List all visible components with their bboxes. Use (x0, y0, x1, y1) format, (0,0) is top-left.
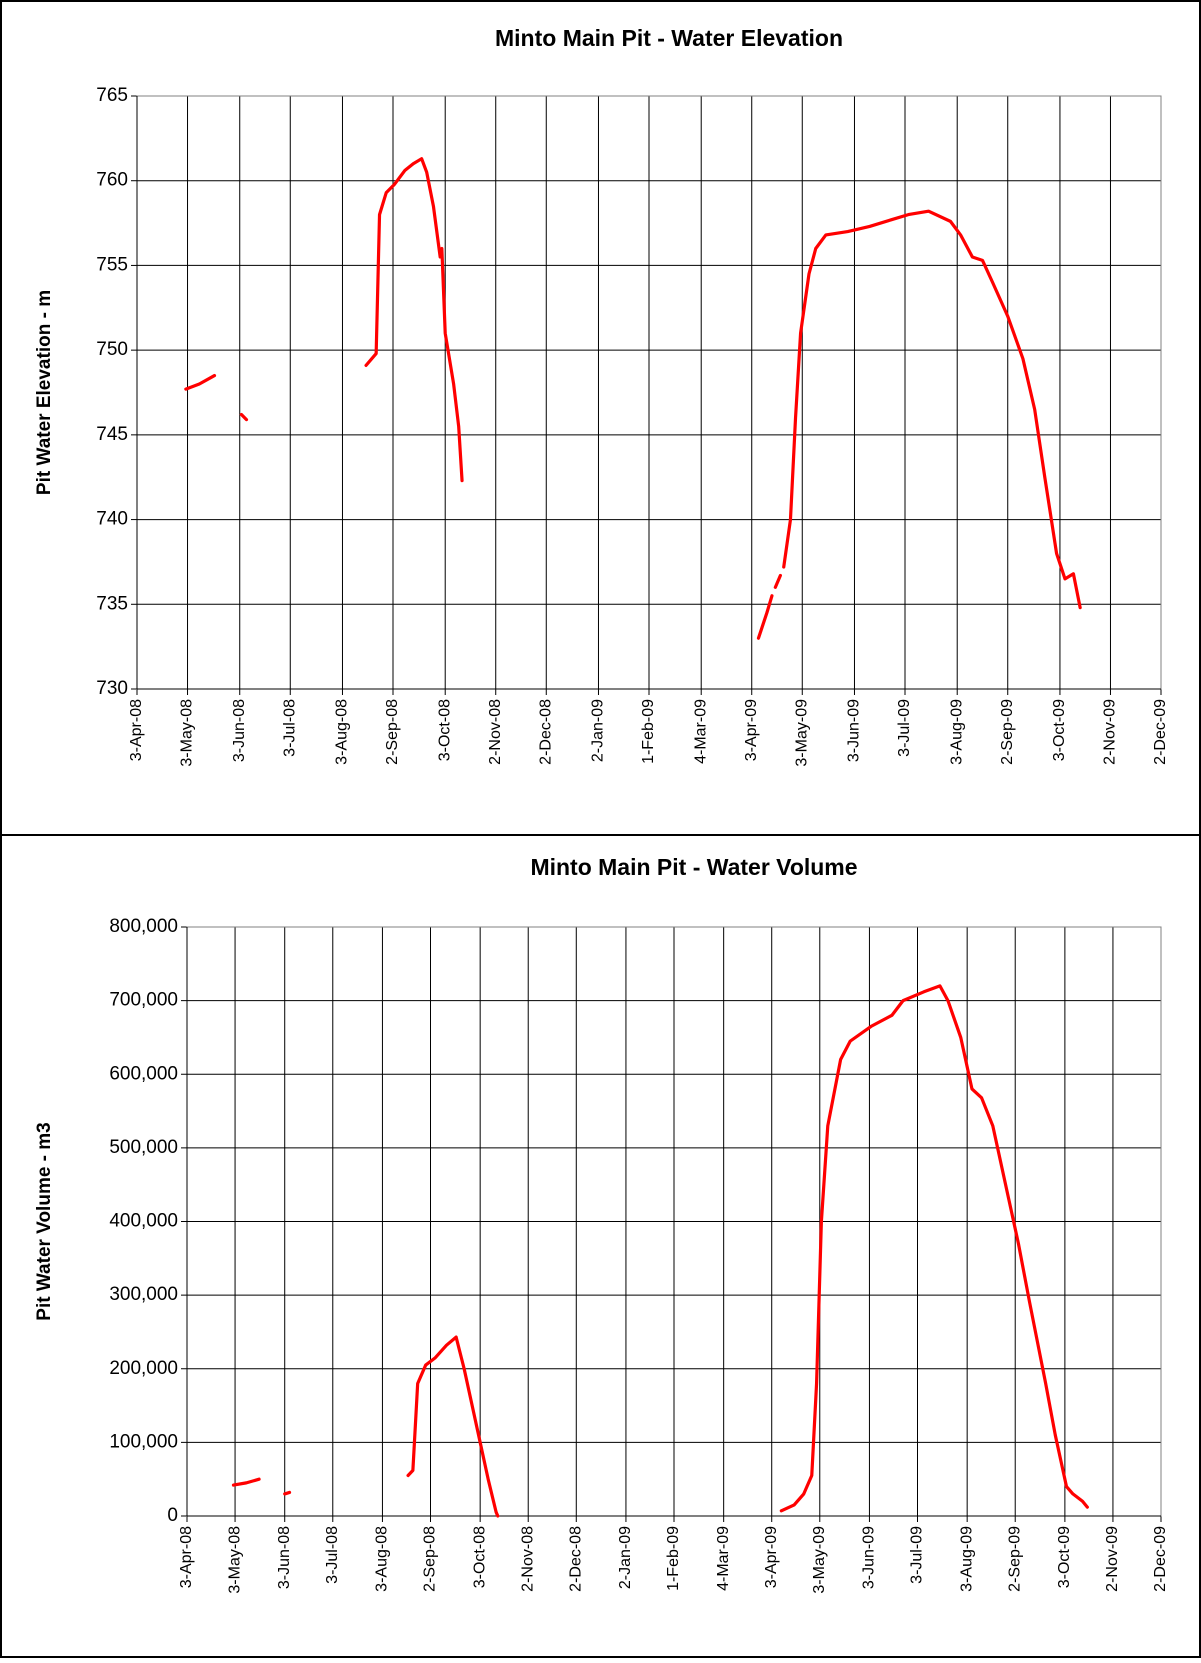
x-tick-label: 3-May-09 (811, 1526, 828, 1594)
data-line (184, 157, 1082, 640)
x-tick-label: 2-Dec-08 (567, 1526, 584, 1592)
y-tick-label: 300,000 (109, 1284, 178, 1305)
data-line (231, 984, 1089, 1518)
x-tick-label: 2-Dec-09 (1152, 1526, 1169, 1592)
y-tick-label: 755 (96, 254, 128, 275)
x-tick-label: 3-Jun-09 (846, 699, 863, 762)
x-tick-label: 2-Sep-09 (999, 699, 1016, 765)
x-tick-label: 3-Aug-09 (948, 699, 965, 765)
x-tick-label: 3-Jun-08 (276, 1526, 293, 1589)
x-tick-label: 4-Mar-09 (715, 1526, 732, 1591)
x-tick-label: 3-Oct-09 (1056, 1526, 1073, 1588)
x-tick-label: 3-Apr-08 (178, 1526, 195, 1588)
x-tick-label: 2-Dec-08 (537, 699, 554, 765)
y-tick-label: 0 (167, 1505, 178, 1526)
x-tick-label: 2-Nov-09 (1104, 1526, 1121, 1592)
x-tick-label: 3-May-08 (226, 1526, 243, 1594)
x-tick-label: 2-Sep-08 (422, 1526, 439, 1592)
y-tick-label: 400,000 (109, 1211, 178, 1232)
y-tick-label: 740 (96, 509, 128, 530)
x-tick-label: 3-Jul-08 (324, 1526, 341, 1584)
x-tick-label: 2-Dec-09 (1152, 699, 1169, 765)
x-tick-label: 3-Jul-09 (909, 1526, 926, 1584)
x-tick-label: 3-Oct-08 (436, 699, 453, 761)
x-tick-label: 2-Sep-09 (1006, 1526, 1023, 1592)
y-tick-label: 745 (96, 424, 128, 445)
y-axis-label: Pit Water Volume - m3 (34, 1122, 55, 1320)
y-axis-label: Pit Water Elevation - m (34, 290, 55, 495)
x-tick-label: 3-Apr-08 (128, 699, 145, 761)
y-tick-label: 765 (96, 85, 128, 106)
x-tick-label: 2-Nov-09 (1102, 699, 1119, 765)
y-tick-label: 600,000 (109, 1063, 178, 1084)
x-tick-label: 2-Jan-09 (617, 1526, 634, 1589)
x-tick-label: 3-Jun-08 (231, 699, 248, 762)
y-tick-label: 750 (96, 339, 128, 360)
x-tick-label: 1-Feb-09 (665, 1526, 682, 1591)
x-tick-label: 2-Nov-08 (519, 1526, 536, 1592)
x-tick-label: 3-Oct-08 (471, 1526, 488, 1588)
x-tick-label: 3-May-09 (793, 699, 810, 767)
x-tick-label: 3-Aug-08 (334, 699, 351, 765)
y-tick-label: 700,000 (109, 990, 178, 1011)
chart-title: Minto Main Pit - Water Volume (530, 854, 857, 880)
y-tick-label: 500,000 (109, 1137, 178, 1158)
x-tick-label: 3-May-08 (179, 699, 196, 767)
x-tick-label: 3-Oct-09 (1051, 699, 1068, 761)
x-tick-label: 2-Nov-08 (487, 699, 504, 765)
x-tick-label: 3-Jun-09 (861, 1526, 878, 1589)
x-tick-label: 2-Sep-08 (384, 699, 401, 765)
x-tick-label: 3-Aug-09 (958, 1526, 975, 1592)
x-tick-label: 3-Jul-09 (896, 699, 913, 757)
x-tick-label: 1-Feb-09 (640, 699, 657, 764)
y-tick-label: 100,000 (109, 1431, 178, 1452)
x-tick-label: 2-Jan-09 (590, 699, 607, 762)
x-tick-label: 3-Apr-09 (763, 1526, 780, 1588)
x-tick-label: 4-Mar-09 (692, 699, 709, 764)
x-tick-label: 3-Aug-08 (374, 1526, 391, 1592)
y-tick-label: 735 (96, 593, 128, 614)
y-tick-label: 800,000 (109, 916, 178, 937)
chart-title: Minto Main Pit - Water Elevation (495, 25, 843, 51)
y-tick-label: 730 (96, 678, 128, 699)
x-tick-label: 3-Jul-08 (281, 699, 298, 757)
y-tick-label: 760 (96, 170, 128, 191)
y-tick-label: 200,000 (109, 1358, 178, 1379)
x-tick-label: 3-Apr-09 (743, 699, 760, 761)
